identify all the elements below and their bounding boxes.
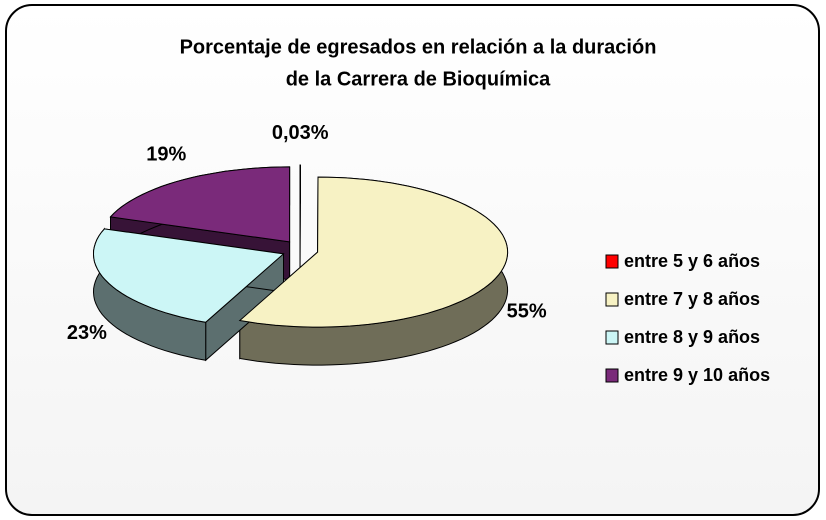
slice [109, 166, 291, 243]
legend-label: entre 7 y 8 años [624, 289, 760, 309]
data-label: 23% [67, 322, 107, 344]
slice [92, 228, 285, 323]
chart-title: Porcentaje de egresados en relación a la… [180, 36, 657, 58]
chart-subtitle: de la Carrera de Bioquímica [286, 68, 551, 90]
slice [238, 176, 509, 328]
legend-label: entre 5 y 6 años [624, 251, 760, 271]
legend-label: entre 8 y 9 años [624, 327, 760, 347]
legend-label: entre 9 y 10 años [624, 365, 770, 385]
data-label: 55% [507, 301, 547, 323]
legend-swatch [605, 292, 619, 307]
data-label: 19% [146, 143, 186, 165]
legend-swatch [605, 368, 619, 383]
data-label: 0,03% [272, 122, 329, 144]
legend-swatch [605, 330, 619, 345]
legend-swatch [605, 254, 619, 269]
